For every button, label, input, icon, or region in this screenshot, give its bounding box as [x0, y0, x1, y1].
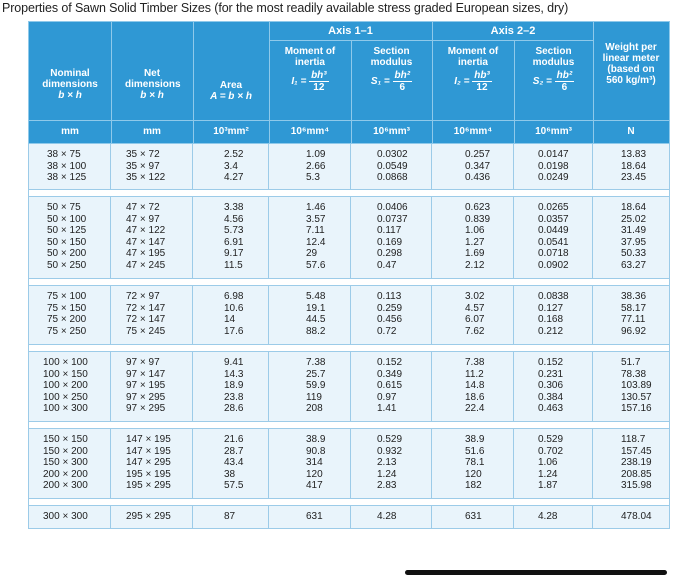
net-dimensions-cell: 47 × 72 47 × 97 47 × 122 47 × 147 47 × 1…: [126, 202, 166, 271]
unit-cell: 10⁶mm³: [535, 126, 572, 137]
nominal-dimensions-cell: 38 × 75 38 × 100 38 × 125: [47, 149, 87, 183]
weight-cell: 118.7 157.45 238.19 208.85 315.98: [621, 434, 652, 491]
s1-cell: 0.529 0.932 2.13 1.24 2.83: [377, 434, 403, 491]
nominal-dimensions-cell: 50 × 75 50 × 100 50 × 125 50 × 150 50 × …: [47, 202, 87, 271]
nominal-dimensions-cell: 75 × 100 75 × 150 75 × 200 75 × 250: [47, 291, 87, 337]
col-weight: Weight per linear meter (based on 560 kg…: [602, 42, 660, 86]
weight-cell: 38.36 58.17 77.11 96.92: [621, 291, 647, 337]
weight-cell: 51.7 78.38 103.89 130.57 157.16: [621, 357, 652, 414]
s1-cell: 0.0406 0.0737 0.117 0.169 0.298 0.47: [377, 202, 408, 271]
i2-cell: 0.623 0.839 1.06 1.27 1.69 2.12: [465, 202, 491, 271]
s2-cell: 0.152 0.231 0.306 0.384 0.463: [538, 357, 564, 414]
unit-cell: 10⁶mm³: [373, 126, 410, 137]
i2-cell: 631: [465, 511, 482, 522]
s2-cell: 0.0838 0.127 0.168 0.212: [538, 291, 569, 337]
area-cell: 21.6 28.7 43.4 38 57.5: [224, 434, 244, 491]
table-row-group: 38 × 75 38 × 100 38 × 125 35 × 72 35 × 9…: [28, 144, 670, 190]
unit-cell: N: [627, 126, 635, 137]
i1-cell: 1.46 3.57 7.11 12.4 29 57.6: [306, 202, 326, 271]
s1-cell: 0.113 0.259 0.456 0.72: [377, 291, 403, 337]
weight-cell: 13.83 18.64 23.45: [621, 149, 647, 183]
net-dimensions-cell: 97 × 97 97 × 147 97 × 195 97 × 295 97 × …: [126, 357, 166, 414]
net-dimensions-cell: 295 × 295: [126, 511, 171, 522]
table-row-group: 150 × 150 150 × 200 150 × 300 200 × 200 …: [28, 428, 670, 499]
table-row-group: 300 × 300 295 × 295 87 631 4.28 631 4.28…: [28, 505, 670, 529]
table-header: Axis 1–1 Axis 2–2 Nominal dimensions b ×…: [28, 21, 670, 144]
area-cell: 3.38 4.56 5.73 6.91 9.17 11.5: [224, 202, 244, 271]
col-area: Area A = b × h: [210, 80, 252, 102]
i1-cell: 1.09 2.66 5.3: [306, 149, 326, 183]
timber-properties-table: Axis 1–1 Axis 2–2 Nominal dimensions b ×…: [28, 21, 670, 529]
unit-cell: 10⁶mm⁴: [453, 126, 493, 137]
weight-cell: 18.64 25.02 31.49 37.95 50.33 63.27: [621, 202, 647, 271]
table-row-group: 75 × 100 75 × 150 75 × 200 75 × 250 72 ×…: [28, 285, 670, 345]
i2-cell: 3.02 4.57 6.07 7.62: [465, 291, 485, 337]
table-row-group: 50 × 75 50 × 100 50 × 125 50 × 150 50 × …: [28, 196, 670, 279]
s1-cell: 0.0302 0.0549 0.0868: [377, 149, 408, 183]
s1-cell: 0.152 0.349 0.615 0.97 1.41: [377, 357, 403, 414]
col-moment-of-inertia-1: Moment of inertia I₁ = bh³ 12: [284, 46, 336, 93]
s2-cell: 0.529 0.702 1.06 1.24 1.87: [538, 434, 564, 491]
page-title: Properties of Sawn Solid Timber Sizes (f…: [2, 1, 569, 15]
i1-cell: 38.9 90.8 314 120 417: [306, 434, 326, 491]
col-net-dimensions: Net dimensions b × h: [125, 68, 181, 101]
col-moment-of-inertia-2: Moment of inertia I₂ = hb³ 12: [447, 46, 499, 93]
unit-cell: 10³mm²: [213, 126, 249, 137]
s2-cell: 4.28: [538, 511, 558, 522]
nominal-dimensions-cell: 150 × 150 150 × 200 150 × 300 200 × 200 …: [43, 434, 88, 491]
table-row-group: 100 × 100 100 × 150 100 × 200 100 × 250 …: [28, 351, 670, 422]
area-cell: 9.41 14.3 18.9 23.8 28.6: [224, 357, 244, 414]
col-nominal-dimensions: Nominal dimensions b × h: [42, 68, 98, 101]
i1-cell: 5.48 19.1 44.5 88.2: [306, 291, 326, 337]
unit-cell: mm: [143, 126, 161, 137]
nominal-dimensions-cell: 300 × 300: [43, 511, 88, 522]
scroll-indicator-bar[interactable]: [405, 570, 667, 575]
nominal-dimensions-cell: 100 × 100 100 × 150 100 × 200 100 × 250 …: [43, 357, 88, 414]
unit-cell: mm: [61, 126, 79, 137]
net-dimensions-cell: 72 × 97 72 × 147 72 × 147 75 × 245: [126, 291, 166, 337]
col-section-modulus-1: Section modulus S₁ = bh² 6: [370, 46, 413, 93]
i1-cell: 7.38 25.7 59.9 119 208: [306, 357, 326, 414]
axis-2-header: Axis 2–2: [490, 25, 536, 37]
i2-cell: 38.9 51.6 78.1 120 182: [465, 434, 485, 491]
s1-cell: 4.28: [377, 511, 397, 522]
i2-cell: 0.257 0.347 0.436: [465, 149, 491, 183]
area-cell: 87: [224, 511, 236, 522]
i2-cell: 7.38 11.2 14.8 18.6 22.4: [465, 357, 485, 414]
weight-cell: 478.04: [621, 511, 652, 522]
col-section-modulus-2: Section modulus S₂ = hb² 6: [532, 46, 575, 93]
net-dimensions-cell: 147 × 195 147 × 195 147 × 295 195 × 195 …: [126, 434, 171, 491]
unit-cell: 10⁶mm⁴: [290, 126, 330, 137]
area-cell: 6.98 10.6 14 17.6: [224, 291, 244, 337]
axis-1-header: Axis 1–1: [328, 25, 373, 37]
net-dimensions-cell: 35 × 72 35 × 97 35 × 122: [126, 149, 166, 183]
area-cell: 2.52 3.4 4.27: [224, 149, 244, 183]
s2-cell: 0.0147 0.0198 0.0249: [538, 149, 569, 183]
s2-cell: 0.0265 0.0357 0.0449 0.0541 0.0718 0.090…: [538, 202, 569, 271]
i1-cell: 631: [306, 511, 323, 522]
